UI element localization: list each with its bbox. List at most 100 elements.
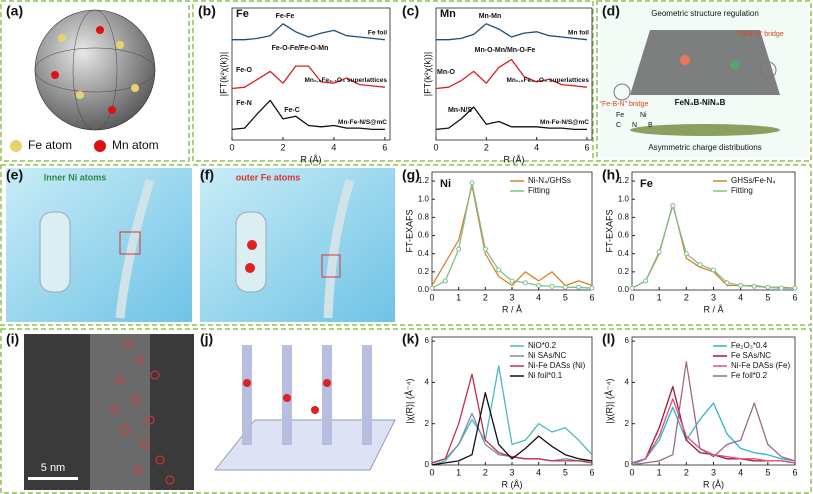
- x-tick-label: 0: [629, 467, 634, 477]
- data-point: [429, 285, 435, 291]
- data-point: [683, 251, 689, 257]
- x-tick-label: 3: [711, 467, 716, 477]
- x-tick-label: 1: [456, 292, 461, 302]
- x-tick-label: 4: [331, 142, 336, 152]
- series-label: Mn-Fe-N/S@mC: [540, 119, 589, 126]
- panel-label: (a): [6, 3, 23, 19]
- x-tick-label: 4: [738, 292, 743, 302]
- y-tick-label: 0: [625, 460, 630, 469]
- annotation: Mn-Mn: [479, 13, 502, 20]
- annotation: "Fe-B-N" bridge: [600, 101, 649, 108]
- lattice-illustration: [213, 345, 396, 471]
- panel-label: (f): [200, 167, 214, 183]
- legend-label: Fe SAs/NC: [731, 351, 771, 360]
- y-tick-label: 0.8: [618, 212, 630, 221]
- x-axis-label: R (Å): [301, 154, 322, 164]
- data-point: [522, 280, 528, 286]
- panel-frame: [0, 164, 812, 326]
- x-tick-label: 4: [536, 467, 541, 477]
- data-line: [431, 392, 593, 466]
- data-point: [643, 278, 649, 284]
- legend-label: Fitting: [528, 186, 550, 195]
- x-tick-label: 0: [429, 467, 434, 477]
- data-point: [656, 249, 662, 255]
- data-line: [435, 58, 588, 90]
- annotation: Fe-C: [284, 107, 300, 114]
- panel-frame: [0, 328, 812, 494]
- panel-label: (j): [200, 331, 213, 347]
- annotation: Mn-N/S: [448, 107, 472, 114]
- zoom-box: [119, 231, 141, 255]
- x-tick-label: 5: [765, 292, 770, 302]
- data-line: [231, 65, 385, 90]
- annotation: Fe-O: [236, 67, 253, 74]
- panel-label: (i): [6, 331, 19, 347]
- x-tick-label: 2: [684, 467, 689, 477]
- nanosheet: [323, 178, 355, 319]
- data-point: [711, 267, 716, 273]
- x-tick-label: 1: [456, 467, 461, 477]
- x-tick-label: 0: [229, 142, 234, 152]
- legend-label: NiO*0.2: [528, 341, 557, 350]
- data-line: [431, 373, 593, 464]
- y-tick-label: 4: [425, 378, 430, 387]
- data-point: [589, 285, 595, 291]
- legend-label: Fe foil*0.2: [731, 371, 768, 380]
- x-tick-label: 3: [711, 292, 716, 302]
- y-tick-label: 0.4: [618, 249, 630, 258]
- y-tick-label: 1.0: [418, 194, 430, 203]
- render-background: [200, 168, 395, 322]
- x-tick-label: 4: [534, 142, 539, 152]
- legend-label: Fe₂O₃*0.4: [731, 341, 768, 350]
- data-line: [631, 204, 795, 289]
- caption: outer Fe atoms: [236, 172, 301, 182]
- data-line: [435, 106, 587, 131]
- series-label: Mn foil: [568, 29, 589, 36]
- data-point: [778, 285, 784, 291]
- y-tick-label: 0: [425, 460, 430, 469]
- y-tick-label: 0.0: [618, 285, 630, 294]
- annotation: "Ni-B-N" bridge: [736, 31, 783, 38]
- x-tick-label: 2: [483, 292, 488, 302]
- data-point: [697, 262, 703, 268]
- y-axis-label: FT-EXAFS: [604, 209, 614, 252]
- chart: 0 1 2 3 4 5 6 0 2 4 6 R (Å) |χ(R)| (Å⁻⁴) NiO*0.2Ni SA…: [404, 336, 594, 489]
- legend-label: Fitting: [731, 186, 753, 195]
- data-point: [442, 278, 448, 284]
- annotation: Mn-O-Mn/Mn-O-Fe: [475, 47, 536, 54]
- legend-label: Fe atom: [28, 138, 72, 152]
- y-tick-label: 6: [425, 336, 430, 345]
- data-line: [631, 398, 796, 464]
- data-point: [456, 246, 462, 252]
- element-key: Ni: [640, 112, 647, 119]
- panel-label: (d): [602, 3, 620, 19]
- caption: Inner Ni atoms: [44, 172, 107, 182]
- legend-label: Ni-Fe DASs (Ni): [528, 361, 586, 370]
- x-tick-label: 6: [584, 142, 589, 152]
- legend-label: GHSs/Fe-N₄: [731, 176, 776, 185]
- caption: Asymmetric charge distributions: [648, 143, 761, 152]
- y-axis-label: |FT(k²χ(k))|: [422, 52, 432, 96]
- y-tick-label: 0.0: [418, 285, 430, 294]
- data-line: [231, 99, 385, 131]
- data-line: [436, 23, 588, 41]
- y-tick-label: 1.2: [418, 176, 430, 185]
- x-tick-label: 6: [792, 467, 797, 477]
- series-label: Mn-Fe-N/S@mC: [338, 119, 387, 126]
- x-tick-label: 6: [792, 292, 797, 302]
- chart-title: Fe: [640, 178, 653, 190]
- y-axis-label: |FT(k²χ(k))|: [218, 52, 228, 96]
- y-tick-label: 0.8: [418, 212, 430, 221]
- data-point: [509, 278, 515, 284]
- render-background: [6, 168, 192, 322]
- series-label: Fe foil: [368, 29, 387, 36]
- series-label: Mn₀.₆Fe₂.₄O₄ superlattices: [304, 77, 387, 84]
- x-tick-label: 6: [589, 467, 594, 477]
- x-axis-label: R / Å: [502, 304, 522, 314]
- y-tick-label: 2: [425, 419, 430, 428]
- chart: 0 1 2 3 4 5 6 0.0 0.2 0.4 0.6 0.8 1.0 1.2 R / Å FT-EXAF…: [604, 171, 798, 314]
- chart-title: Fe: [236, 8, 249, 20]
- data-point: [562, 284, 568, 290]
- data-line: [631, 385, 796, 464]
